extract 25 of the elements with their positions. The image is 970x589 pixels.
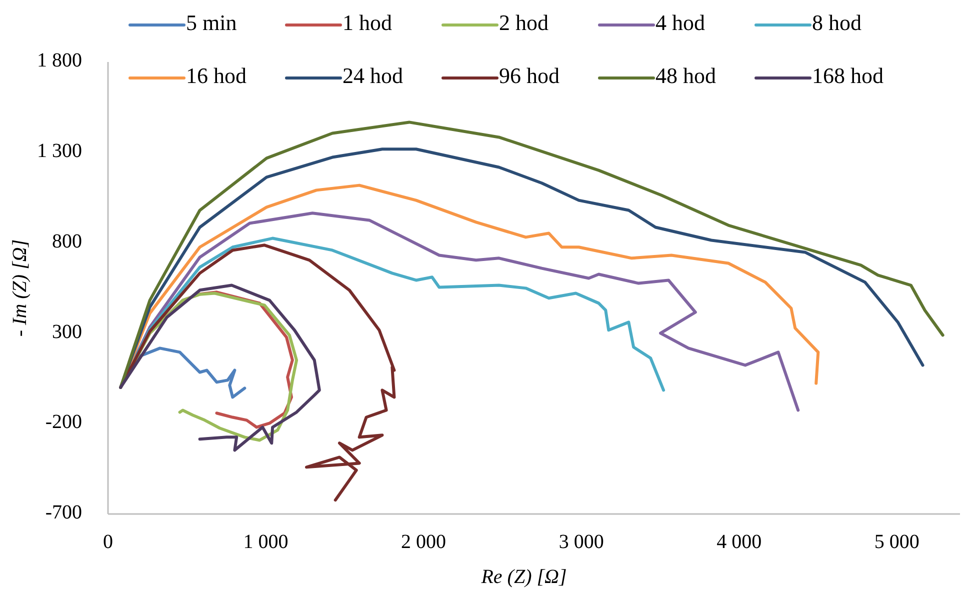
y-tick-label: -700 [45,502,82,524]
x-tick-label: 2 000 [401,531,446,553]
x-axis-title: Re (Z) [Ω] [480,566,567,588]
legend-label: 48 hod [656,63,716,88]
legend-label: 1 hod [342,10,392,36]
legend-label: 168 hod [812,63,884,88]
y-tick-label: 1 300 [37,140,82,162]
line-series [119,284,321,452]
x-tick-label: 4 000 [716,531,762,553]
y-tick-label: 300 [52,320,82,343]
x-tick-label: 0 [103,531,113,553]
y-axis-title: - Im (Z) [Ω] [9,239,31,337]
y-tick-label: 1 800 [37,50,82,72]
legend-label: 5 min [186,10,237,36]
legend-label: 8 hod [812,10,862,36]
x-tick-label: 3 000 [558,531,604,553]
y-tick-label: 800 [52,230,82,252]
legend-label: 16 hod [186,63,246,88]
x-tick-label: 5 000 [874,531,920,553]
legend-label: 4 hod [656,10,705,36]
x-tick-label: 1 000 [243,531,288,553]
legend-label: 2 hod [499,10,548,36]
y-tick-label: -200 [45,411,82,434]
legend-label: 96 hod [499,63,560,88]
legend-label: 24 hod [342,63,403,88]
